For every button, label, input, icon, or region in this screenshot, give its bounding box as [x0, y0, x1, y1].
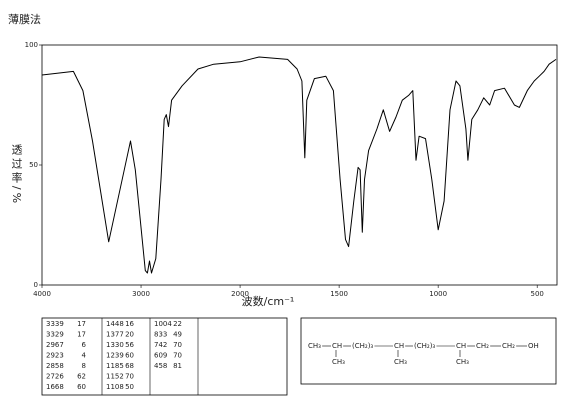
peak-wavenumber: 1377 — [106, 331, 124, 339]
peak-transmittance: 70 — [173, 352, 182, 360]
peak-wavenumber: 1448 — [106, 320, 124, 328]
peak-transmittance: 4 — [82, 352, 87, 360]
chain-group: CH₃ — [308, 342, 321, 350]
peak-wavenumber: 458 — [154, 362, 167, 370]
peak-transmittance: 22 — [173, 320, 182, 328]
x-tick-label: 500 — [531, 290, 544, 298]
peak-wavenumber: 1668 — [46, 383, 64, 391]
peak-wavenumber: 2923 — [46, 352, 64, 360]
peak-transmittance: 60 — [77, 383, 86, 391]
peak-transmittance: 16 — [125, 320, 134, 328]
peak-wavenumber: 2967 — [46, 341, 64, 349]
chain-group: (CH₂)₃ — [414, 342, 435, 350]
peak-wavenumber: 3339 — [46, 320, 64, 328]
chain-group: CH — [456, 342, 466, 350]
peak-transmittance: 50 — [125, 383, 134, 391]
peak-wavenumber: 3329 — [46, 331, 64, 339]
peak-wavenumber: 2858 — [46, 362, 64, 370]
chain-group: CH — [394, 342, 404, 350]
peak-transmittance: 17 — [77, 331, 86, 339]
peak-wavenumber: 1004 — [154, 320, 172, 328]
peak-transmittance: 62 — [77, 373, 86, 381]
peak-wavenumber: 1330 — [106, 341, 124, 349]
chain-group: CH — [332, 342, 342, 350]
chain-group: CH₂ — [502, 342, 515, 350]
peak-wavenumber: 1152 — [106, 373, 124, 381]
chain-group: CH₂ — [476, 342, 489, 350]
peak-transmittance: 20 — [125, 331, 134, 339]
branch-group: CH₃ — [332, 358, 345, 366]
peak-wavenumber: 833 — [154, 331, 167, 339]
y-tick-label: 50 — [29, 161, 38, 169]
y-axis-label: 透过率/% — [10, 144, 23, 206]
peak-wavenumber: 2726 — [46, 373, 64, 381]
x-tick-label: 1500 — [330, 290, 348, 298]
chain-group: (CH₂)₃ — [352, 342, 373, 350]
peak-table-frame — [41, 317, 288, 396]
peak-transmittance: 17 — [77, 320, 86, 328]
peak-transmittance: 8 — [82, 362, 86, 370]
peak-wavenumber: 742 — [154, 341, 167, 349]
y-tick-label: 100 — [25, 41, 38, 49]
peak-wavenumber: 1108 — [106, 383, 124, 391]
peak-transmittance: 56 — [125, 341, 134, 349]
x-tick-label: 2000 — [231, 290, 249, 298]
branch-group: CH₃ — [456, 358, 469, 366]
peak-wavenumber: 1239 — [106, 352, 124, 360]
structure-frame — [300, 317, 557, 385]
peak-transmittance: 70 — [173, 341, 182, 349]
peak-transmittance: 70 — [125, 373, 134, 381]
peak-wavenumber: 1185 — [106, 362, 124, 370]
peak-transmittance: 60 — [125, 352, 134, 360]
x-axis-label: 波数/cm⁻¹ — [242, 295, 295, 308]
peak-transmittance: 81 — [173, 362, 182, 370]
x-tick-label: 3000 — [132, 290, 150, 298]
peak-wavenumber: 609 — [154, 352, 167, 360]
plot-frame — [41, 44, 558, 286]
branch-group: CH₃ — [394, 358, 407, 366]
chain-group: OH — [528, 342, 539, 350]
x-tick-label: 1000 — [429, 290, 447, 298]
peak-transmittance: 68 — [125, 362, 134, 370]
x-tick-label: 4000 — [33, 290, 51, 298]
spectrum-line — [41, 56, 557, 274]
peak-transmittance: 49 — [173, 331, 182, 339]
chart-title: 薄膜法 — [8, 12, 41, 26]
peak-transmittance: 6 — [82, 341, 87, 349]
y-tick-label: 0 — [34, 281, 38, 289]
